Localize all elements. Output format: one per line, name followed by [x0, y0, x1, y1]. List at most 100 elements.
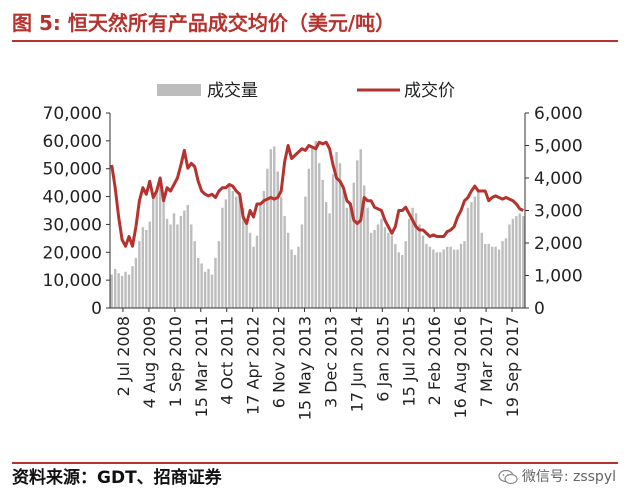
- volume-bar: [293, 255, 297, 308]
- volume-bar: [335, 152, 338, 308]
- wechat-icon: [498, 469, 518, 485]
- volume-bar: [196, 257, 200, 308]
- volume-bar: [449, 246, 452, 308]
- left-tick-label: 50,000: [43, 160, 102, 180]
- legend-label-price: 成交价: [404, 81, 455, 101]
- watermark: 微信号: zsspyl: [498, 465, 616, 489]
- left-tick-label: 70,000: [43, 104, 102, 124]
- right-tick-label: 5,000: [534, 137, 583, 157]
- x-tick-label: 6 Nov 2012: [270, 316, 289, 408]
- volume-bar: [186, 204, 190, 308]
- volume-bar: [352, 182, 356, 308]
- volume-bar: [252, 246, 255, 308]
- volume-bar: [338, 163, 342, 308]
- x-tick-label: 1 Sep 2010: [166, 316, 185, 407]
- volume-bar: [307, 168, 311, 308]
- volume-bar: [110, 274, 113, 308]
- volume-bar: [279, 196, 283, 308]
- x-tick-label: 2 Feb 2016: [425, 316, 444, 405]
- volume-bar: [511, 218, 515, 308]
- left-tick-label: 0: [91, 299, 102, 319]
- price-line: [110, 140, 524, 248]
- volume-bar: [418, 224, 421, 308]
- volume-bar: [193, 241, 196, 308]
- chart-title: 图 5: 恒天然所有产品成交均价（美元/吨）: [12, 8, 618, 42]
- volume-bar: [359, 149, 362, 308]
- volume-bar: [463, 241, 466, 308]
- x-tick-label: 4 Aug 2009: [140, 316, 159, 408]
- volume-bar: [269, 149, 273, 308]
- volume-bar: [452, 249, 456, 308]
- volume-bar: [231, 191, 234, 308]
- volume-bar: [165, 218, 169, 308]
- volume-bar: [373, 230, 376, 308]
- x-tick-label: 3 Dec 2013: [322, 316, 341, 408]
- combo-chart: 成交量 成交价 70,000 60,000 50,000 40,000 30,000 20,0…: [43, 81, 583, 420]
- volume-bar: [235, 196, 238, 308]
- volume-bar: [221, 207, 224, 308]
- volume-bar: [356, 160, 359, 308]
- volume-bar: [394, 243, 397, 308]
- volume-bar: [411, 207, 414, 308]
- volume-bar: [127, 274, 131, 308]
- volume-bar: [162, 193, 165, 308]
- right-tick-label: 3,000: [534, 202, 583, 222]
- volume-bar: [138, 241, 141, 308]
- source-note: 资料来源：GDT、招商证券: [12, 462, 618, 490]
- volume-bar: [179, 216, 183, 308]
- volume-bar: [480, 232, 483, 308]
- volume-bar: [477, 191, 480, 308]
- volume-bar: [487, 243, 490, 308]
- volume-bar: [214, 257, 217, 308]
- volume-bar: [248, 232, 252, 308]
- x-tick-label: 4 Oct 2011: [218, 316, 237, 405]
- volume-bar: [473, 196, 477, 308]
- volume-bar: [273, 146, 276, 308]
- left-tick-label: 10,000: [43, 271, 102, 291]
- x-tick-label: 2 Jul 2008: [114, 316, 133, 396]
- volume-bar: [155, 188, 158, 308]
- x-tick-label: 16 Aug 2016: [451, 316, 470, 419]
- volume-bar: [241, 207, 245, 308]
- volume-bar: [321, 179, 324, 308]
- volume-bar: [328, 213, 331, 308]
- volume-bar: [183, 210, 186, 308]
- volume-bar: [504, 238, 508, 308]
- volume-bar: [407, 218, 411, 308]
- volume-bar: [501, 241, 504, 308]
- volume-bar: [283, 216, 286, 308]
- volume-bar: [259, 202, 262, 308]
- left-tick-label: 20,000: [43, 243, 102, 263]
- volume-bar: [172, 213, 176, 308]
- volume-bar: [369, 232, 373, 308]
- right-tick-label: 2,000: [534, 234, 583, 254]
- volume-bar: [300, 224, 304, 308]
- volume-bar: [494, 246, 497, 308]
- volume-bar: [432, 249, 435, 308]
- volume-bar: [456, 249, 459, 308]
- volume-bar: [497, 249, 501, 308]
- volume-bar: [176, 224, 179, 308]
- right-tick-label: 6,000: [534, 104, 583, 124]
- volume-bar: [145, 230, 148, 308]
- volume-bar: [286, 232, 290, 308]
- volume-bar: [442, 249, 445, 308]
- volume-bar: [262, 191, 266, 308]
- volume-bar: [190, 224, 193, 308]
- volume-bar: [152, 196, 155, 308]
- volume-bar: [124, 271, 127, 308]
- volume-bar: [362, 185, 366, 308]
- volume-bar: [518, 213, 522, 308]
- volume-bar: [345, 207, 349, 308]
- volume-bar: [414, 213, 418, 308]
- volume-bar: [383, 227, 387, 308]
- volume-bar: [435, 252, 439, 308]
- volume-bar: [314, 140, 317, 308]
- volume-bar: [113, 269, 117, 308]
- volume-bar: [421, 235, 425, 308]
- volume-bar: [490, 246, 494, 308]
- volume-bar: [203, 271, 207, 308]
- x-tick-label: 7 Mar 2017: [477, 316, 496, 407]
- volume-bar: [217, 241, 221, 308]
- volume-bar: [141, 227, 145, 308]
